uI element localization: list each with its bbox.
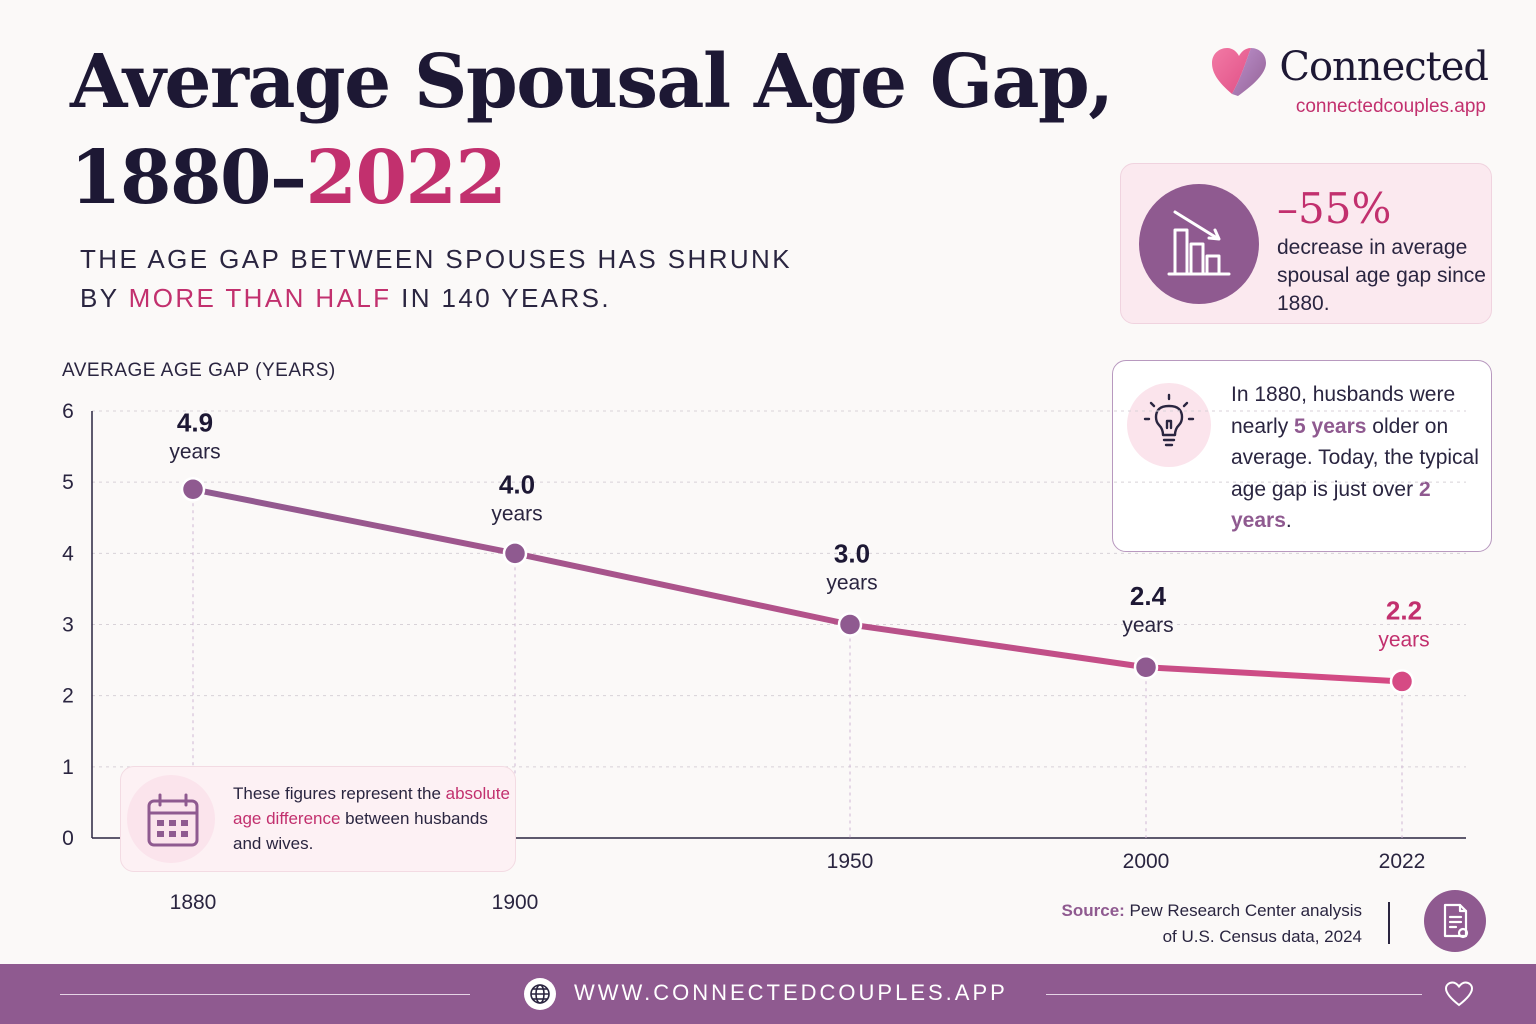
- footer-divider-left: [60, 994, 470, 995]
- source-line-2: of U.S. Census data, 2024: [1162, 927, 1362, 946]
- y-tick-label-0: 0: [62, 827, 74, 850]
- source-text-1: Pew Research Center analysis: [1124, 901, 1362, 920]
- subtitle-highlight: MORE THAN HALF: [128, 283, 392, 313]
- data-point-1900[interactable]: [502, 541, 528, 566]
- value-label-2022: 2.2: [1386, 595, 1422, 625]
- subtitle-suffix: IN 140 YEARS.: [391, 283, 612, 313]
- insight-card: In 1880, husbands were nearly 5 years ol…: [1112, 360, 1492, 552]
- source-line-1: Source: Pew Research Center analysis: [1030, 898, 1362, 924]
- note-text-part-2: between husbands and wives.: [233, 809, 488, 853]
- document-button[interactable]: [1424, 890, 1486, 952]
- data-point-1880[interactable]: [180, 477, 206, 502]
- unit-label-1900: years: [491, 502, 542, 525]
- value-label-1900: 4.0: [499, 469, 535, 499]
- value-label-1950: 3.0: [834, 539, 870, 569]
- insight-text-part-2: older on average. Today, the typical age…: [1231, 414, 1479, 501]
- y-axis-title: AVERAGE AGE GAP (YEARS): [62, 360, 336, 381]
- subtitle-prefix: BY: [80, 283, 129, 313]
- note-highlight: absolute age difference: [233, 784, 510, 828]
- insight-highlight-2: 2 years: [1231, 477, 1431, 533]
- globe-icon: [524, 978, 556, 1010]
- source-divider: [1388, 902, 1390, 944]
- value-label-2000: 2.4: [1130, 581, 1167, 611]
- data-point-1950[interactable]: [837, 612, 863, 637]
- x-tick-label-1900: 1900: [492, 891, 539, 914]
- brand-name: Connected: [1279, 44, 1489, 90]
- y-tick-label-4: 4: [62, 542, 74, 565]
- stat-card: –55% decrease in average spousal age gap…: [1120, 163, 1492, 324]
- subtitle: THE AGE GAP BETWEEN SPOUSES HAS SHRUNK B…: [80, 240, 792, 318]
- unit-label-1950: years: [826, 572, 877, 595]
- y-tick-label-6: 6: [62, 400, 74, 423]
- subtitle-line-2: BY MORE THAN HALF IN 140 YEARS.: [80, 279, 792, 318]
- heart-outline-icon[interactable]: [1444, 980, 1474, 1008]
- insight-icon-circle: [1127, 383, 1211, 467]
- source-citation: Source: Pew Research Center analysis of …: [1030, 898, 1362, 950]
- insight-text: In 1880, husbands were nearly 5 years ol…: [1231, 379, 1481, 537]
- y-tick-label-1: 1: [62, 756, 74, 779]
- title-year-start: 1880–: [70, 135, 307, 221]
- insight-highlight-1: 5 years: [1294, 414, 1367, 438]
- note-card: These figures represent the absolute age…: [120, 766, 516, 872]
- note-text-part-1: These figures represent the: [233, 784, 446, 803]
- brand-logo[interactable]: Connected connectedcouples.app: [1208, 44, 1489, 124]
- declining-bar-chart-icon: [1167, 210, 1231, 276]
- page-title: Average Spousal Age Gap, 1880–2022: [70, 34, 1114, 226]
- footer-divider-right: [1046, 994, 1422, 995]
- calendar-icon: [147, 793, 199, 847]
- note-icon-circle: [127, 775, 215, 863]
- data-point-2000[interactable]: [1133, 654, 1159, 680]
- source-label: Source:: [1061, 901, 1125, 920]
- insight-text-part-1: In 1880, husbands were nearly: [1231, 383, 1456, 438]
- unit-label-1880: years: [169, 440, 220, 463]
- title-year-end: 2022: [305, 135, 506, 221]
- lightbulb-icon: [1143, 393, 1195, 447]
- x-tick-label-1950: 1950: [827, 850, 874, 873]
- y-tick-label-2: 2: [62, 685, 74, 708]
- stat-description: decrease in average spousal age gap sinc…: [1277, 236, 1486, 315]
- brand-url[interactable]: connectedcouples.app: [1295, 96, 1486, 117]
- value-label-1880: 4.9: [177, 407, 213, 437]
- footer: WWW.CONNECTEDCOUPLES.APP: [0, 964, 1536, 1024]
- unit-label-2000: years: [1122, 614, 1173, 637]
- footer-url[interactable]: WWW.CONNECTEDCOUPLES.APP: [574, 980, 1008, 1005]
- title-line-1: Average Spousal Age Gap,: [70, 39, 1114, 125]
- x-tick-label-1880: 1880: [170, 891, 217, 914]
- note-text: These figures represent the absolute age…: [233, 781, 513, 856]
- stat-value: –55%: [1277, 184, 1392, 233]
- y-tick-label-3: 3: [62, 614, 74, 637]
- data-point-2022[interactable]: [1389, 669, 1415, 694]
- series-line: [190, 486, 1405, 685]
- stat-icon-circle: [1139, 184, 1259, 304]
- unit-label-2022: years: [1378, 628, 1429, 651]
- x-tick-label-2022: 2022: [1379, 850, 1426, 873]
- title-line-2: 1880–2022: [70, 130, 1113, 226]
- document-icon: [1443, 903, 1469, 939]
- subtitle-line-1: THE AGE GAP BETWEEN SPOUSES HAS SHRUNK: [80, 244, 792, 274]
- heart-icon: [1212, 48, 1266, 96]
- x-tick-label-2000: 2000: [1123, 850, 1170, 873]
- insight-text-part-3: .: [1285, 509, 1292, 532]
- y-tick-label-5: 5: [62, 471, 74, 494]
